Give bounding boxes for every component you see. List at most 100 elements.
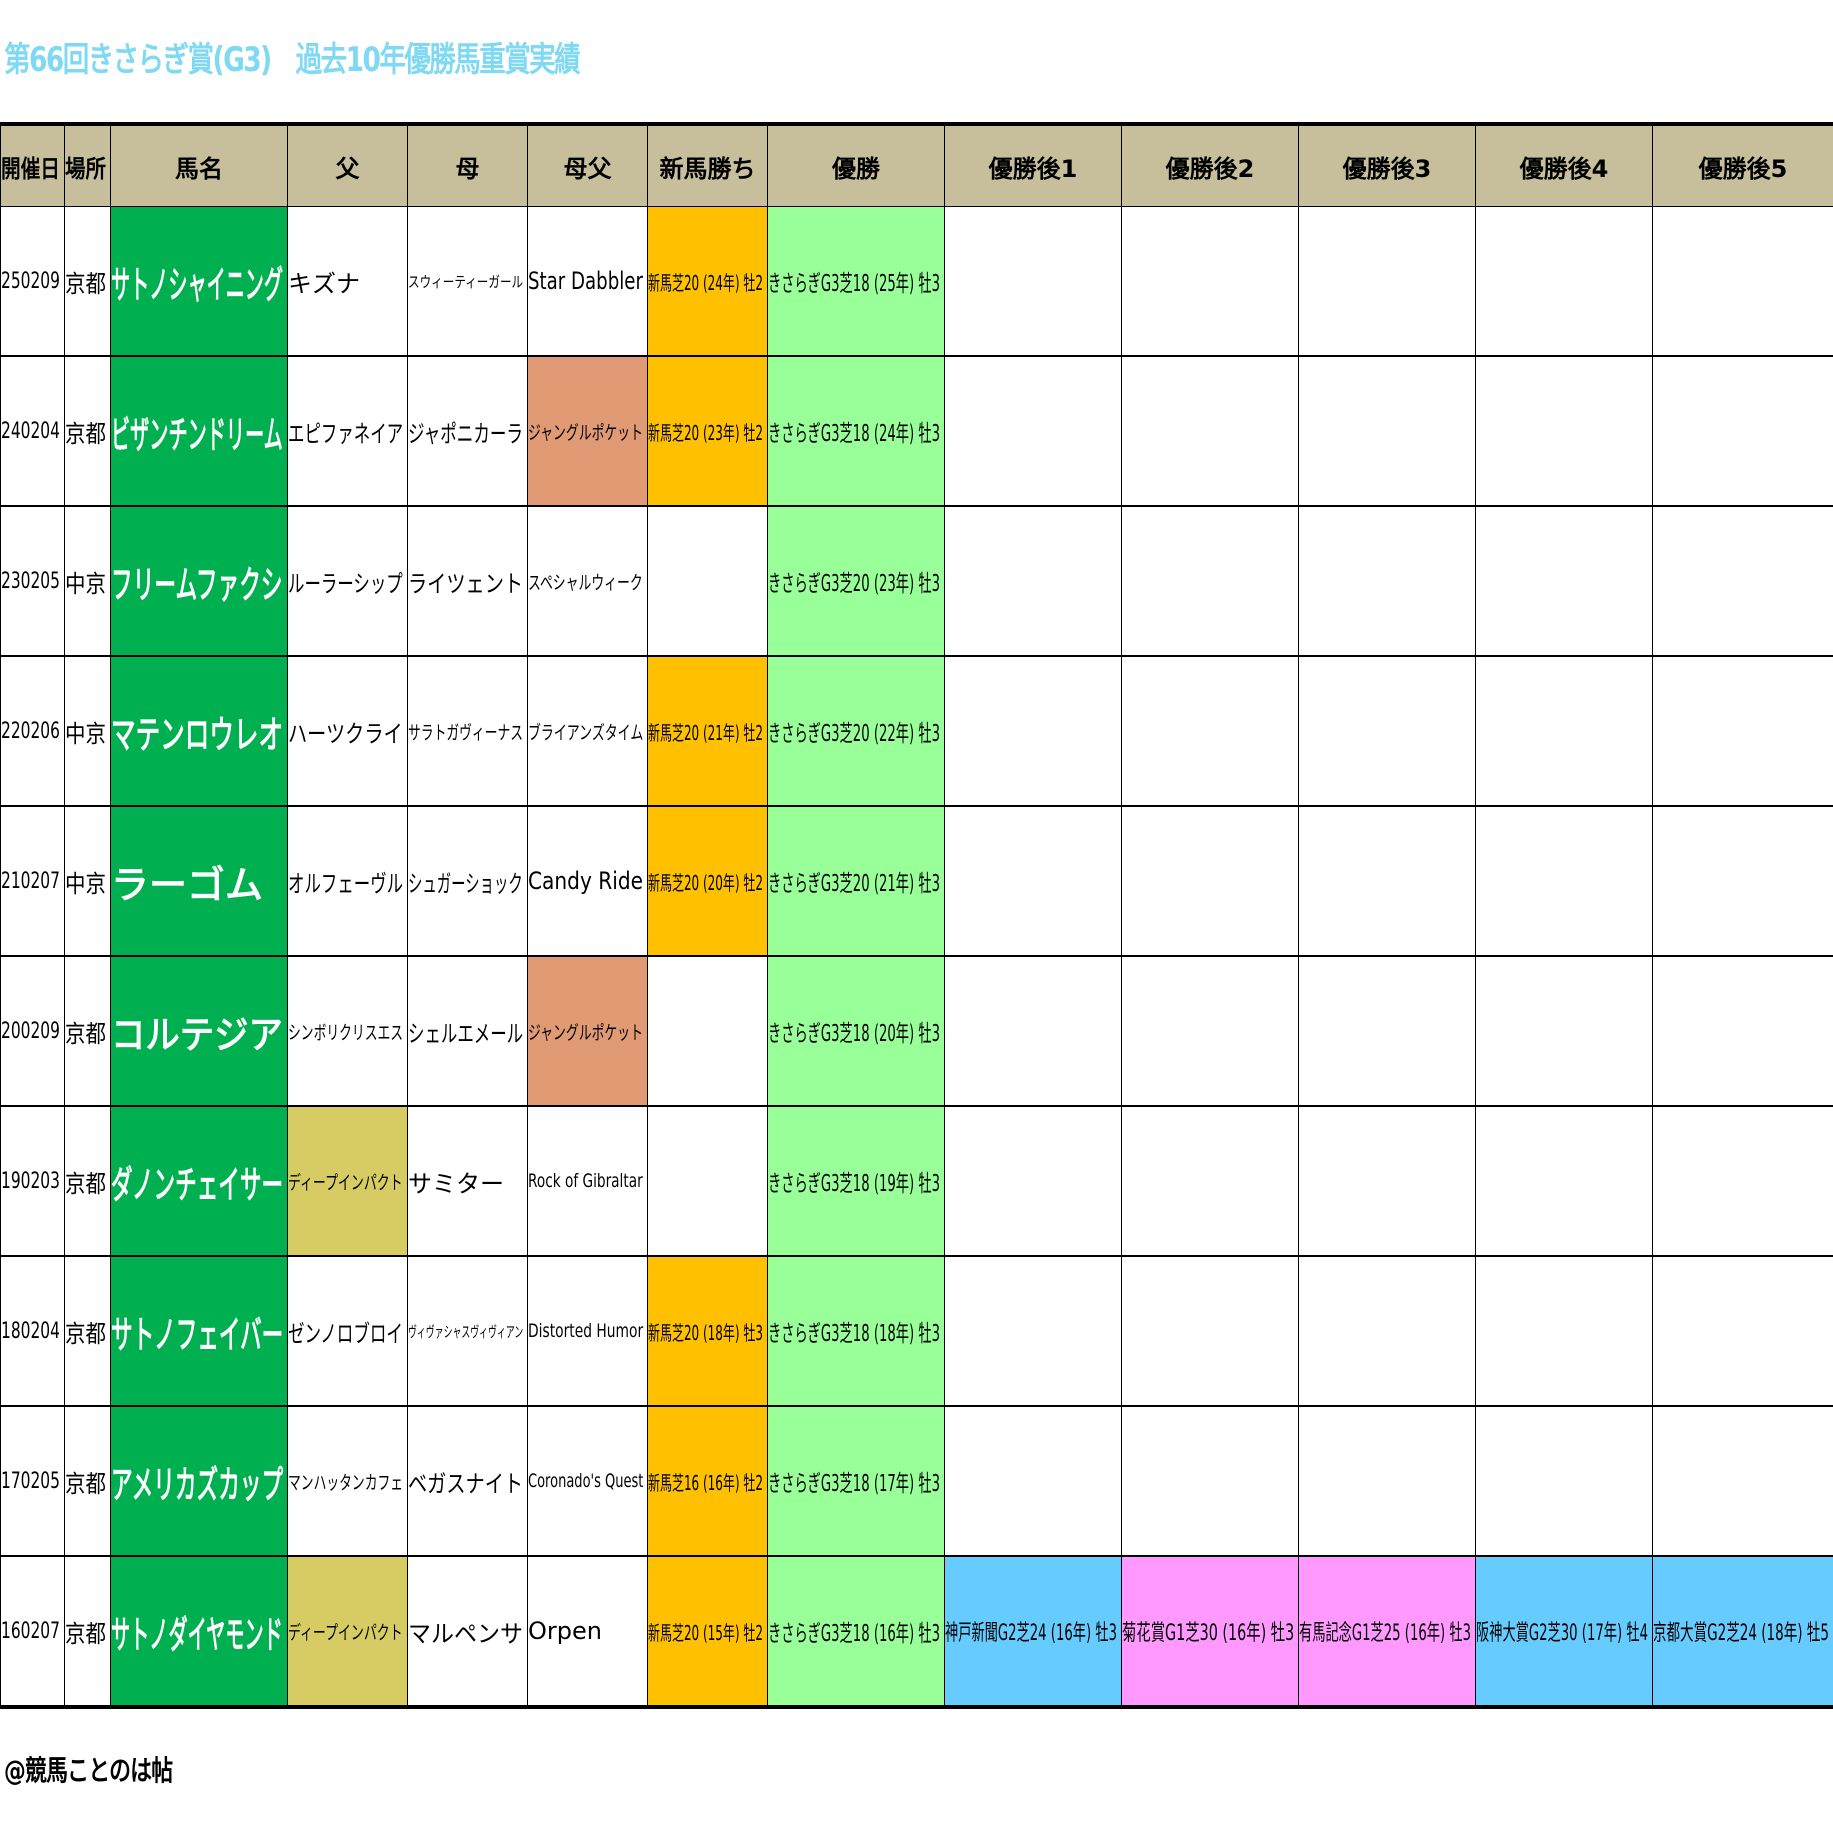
after-win-cell (1652, 1255, 1833, 1407)
horse-name-cell: サトノシャイニング (110, 206, 288, 357)
place-cell: 中京 (64, 505, 111, 657)
col-header-horse: 馬名 (110, 123, 288, 207)
after-win-cell (1652, 955, 1833, 1107)
place-cell: 中京 (64, 655, 111, 807)
after-win-cell (1298, 655, 1476, 807)
date-cell: 200209 (0, 955, 65, 1107)
win-cell: きさらぎG3芝20 (23年) 牡3 (767, 505, 945, 657)
col-header-after-3: 優勝後3 (1298, 123, 1476, 207)
after-win-cell (1298, 1405, 1476, 1557)
place-cell: 京都 (64, 206, 111, 357)
after-win-cell (1475, 355, 1653, 507)
table-row: 230205 中京 フリームファクシ ルーラーシップ ライツェント スペシャルウ… (0, 505, 1833, 657)
after-win-cell: 有馬記念G1芝25 (16年) 牡3 (1298, 1555, 1476, 1708)
after-win-cell (1475, 505, 1653, 657)
after-win-cell (1121, 955, 1299, 1107)
after-win-cell: 京都大賞G2芝24 (18年) 牡5 (1652, 1555, 1833, 1708)
col-header-dam: 母 (407, 123, 528, 207)
damsire-cell: Rock of Gibraltar (527, 1105, 648, 1257)
date-cell: 170205 (0, 1405, 65, 1557)
after-win-cell (1121, 805, 1299, 957)
after-win-cell (1652, 1405, 1833, 1557)
debut-win-cell: 新馬芝20 (24年) 牡2 (647, 206, 768, 357)
col-header-after-5: 優勝後5 (1652, 123, 1833, 207)
dam-cell: シュガーショック (407, 805, 528, 957)
win-cell: きさらぎG3芝18 (17年) 牡3 (767, 1405, 945, 1557)
after-win-cell (1298, 805, 1476, 957)
author-credit: @競馬ことのは帖 (4, 1754, 173, 1787)
after-win-cell (1475, 805, 1653, 957)
damsire-cell: Orpen (527, 1555, 648, 1708)
after-win-cell (1298, 1105, 1476, 1257)
date-cell: 230205 (0, 505, 65, 657)
horse-name-cell: ビザンチンドリーム (110, 355, 288, 507)
after-win-cell (944, 805, 1122, 957)
place-cell: 京都 (64, 1255, 111, 1407)
after-win-cell (1652, 655, 1833, 807)
place-cell: 京都 (64, 1105, 111, 1257)
table-row: 220206 中京 マテンロウレオ ハーツクライ サラトガヴィーナス ブライアン… (0, 655, 1833, 807)
damsire-cell: Star Dabbler (527, 206, 648, 357)
horse-name-cell: マテンロウレオ (110, 655, 288, 807)
win-cell: きさらぎG3芝18 (19年) 牡3 (767, 1105, 945, 1257)
date-cell: 210207 (0, 805, 65, 957)
after-win-cell (1475, 1105, 1653, 1257)
date-cell: 180204 (0, 1255, 65, 1407)
sire-cell: シンボリクリスエス (287, 955, 408, 1107)
dam-cell: ジャポニカーラ (407, 355, 528, 507)
page-title: 第66回きさらぎ賞(G3) 過去10年優勝馬重賞実績 (4, 40, 581, 80)
win-cell: きさらぎG3芝18 (18年) 牡3 (767, 1255, 945, 1407)
debut-win-cell (647, 505, 768, 657)
table-row: 180204 京都 サトノフェイバー ゼンノロブロイ ヴィヴァシャスヴィヴィアン… (0, 1255, 1833, 1407)
place-cell: 京都 (64, 1555, 111, 1708)
after-win-cell (1121, 1255, 1299, 1407)
horse-name-cell: サトノフェイバー (110, 1255, 288, 1407)
dam-cell: ライツェント (407, 505, 528, 657)
table-row: 240204 京都 ビザンチンドリーム エピファネイア ジャポニカーラ ジャング… (0, 355, 1833, 507)
place-cell: 中京 (64, 805, 111, 957)
win-cell: きさらぎG3芝20 (22年) 牡3 (767, 655, 945, 807)
win-cell: きさらぎG3芝18 (16年) 牡3 (767, 1555, 945, 1708)
results-table: 開催日 場所 馬名 父 母 母父 新馬勝ち 優勝 優勝後1 優勝後2 優勝後3 … (0, 122, 1833, 1709)
header-row: 開催日 場所 馬名 父 母 母父 新馬勝ち 優勝 優勝後1 優勝後2 優勝後3 … (0, 123, 1833, 207)
sire-cell: ディープインパクト (287, 1555, 408, 1708)
after-win-cell (1298, 355, 1476, 507)
sire-cell: エピファネイア (287, 355, 408, 507)
dam-cell: ヴィヴァシャスヴィヴィアン (407, 1255, 528, 1407)
dam-cell: ベガスナイト (407, 1405, 528, 1557)
place-cell: 京都 (64, 355, 111, 507)
damsire-cell: Distorted Humor (527, 1255, 648, 1407)
col-header-date: 開催日 (0, 123, 65, 207)
damsire-cell: Candy Ride (527, 805, 648, 957)
debut-win-cell: 新馬芝16 (16年) 牡2 (647, 1405, 768, 1557)
col-header-after-4: 優勝後4 (1475, 123, 1653, 207)
after-win-cell (1652, 1105, 1833, 1257)
horse-name-cell: アメリカズカップ (110, 1405, 288, 1557)
table-row: 250209 京都 サトノシャイニング キズナ スウィーティーガール Star … (0, 206, 1833, 357)
after-win-cell (944, 1255, 1122, 1407)
table-row: 160207 京都 サトノダイヤモンド ディープインパクト マルペンサ Orpe… (0, 1555, 1833, 1708)
after-win-cell (1652, 505, 1833, 657)
col-header-damsire: 母父 (527, 123, 648, 207)
after-win-cell: 菊花賞G1芝30 (16年) 牡3 (1121, 1555, 1299, 1708)
damsire-cell: ブライアンズタイム (527, 655, 648, 807)
after-win-cell (1121, 1105, 1299, 1257)
after-win-cell (1121, 1405, 1299, 1557)
horse-name-cell: サトノダイヤモンド (110, 1555, 288, 1708)
horse-name-cell: ラーゴム (110, 805, 288, 957)
damsire-cell: Coronado's Quest (527, 1405, 648, 1557)
after-win-cell (944, 955, 1122, 1107)
damsire-cell: ジャングルポケット (527, 355, 648, 507)
win-cell: きさらぎG3芝20 (21年) 牡3 (767, 805, 945, 957)
horse-name-cell: フリームファクシ (110, 505, 288, 657)
col-header-win: 優勝 (767, 123, 945, 207)
col-header-debut: 新馬勝ち (647, 123, 768, 207)
dam-cell: シェルエメール (407, 955, 528, 1107)
damsire-cell: スペシャルウィーク (527, 505, 648, 657)
after-win-cell: 阪神大賞G2芝30 (17年) 牡4 (1475, 1555, 1653, 1708)
debut-win-cell: 新馬芝20 (20年) 牡2 (647, 805, 768, 957)
date-cell: 190203 (0, 1105, 65, 1257)
damsire-cell: ジャングルポケット (527, 955, 648, 1107)
col-header-after-2: 優勝後2 (1121, 123, 1299, 207)
after-win-cell (944, 206, 1122, 357)
